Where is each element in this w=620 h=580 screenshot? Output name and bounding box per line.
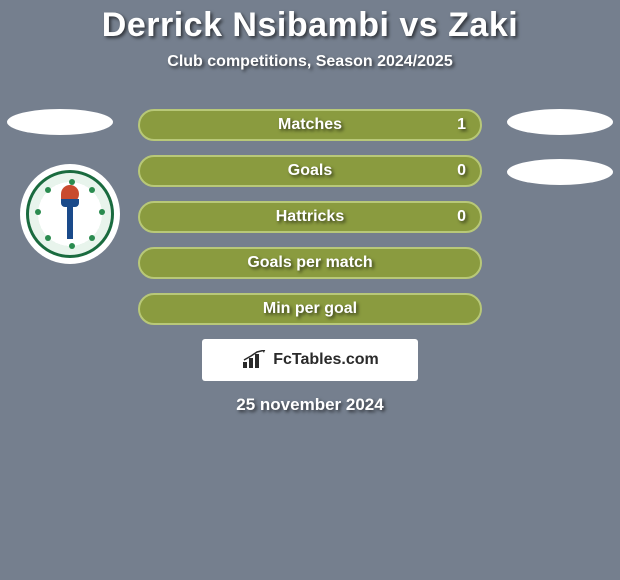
footer-brand-text: FcTables.com [273,351,379,369]
stat-label: Goals [288,162,332,180]
player2-photo-placeholder [507,109,613,135]
chart-icon [241,350,269,370]
stat-value: 0 [457,208,466,226]
stat-bar-matches: Matches 1 [138,109,482,141]
footer-brand-box: FcTables.com [202,339,418,381]
page-title: Derrick Nsibambi vs Zaki [0,0,620,45]
player1-club-badge [20,164,120,264]
subtitle: Club competitions, Season 2024/2025 [0,53,620,71]
stat-bar-hattricks: Hattricks 0 [138,201,482,233]
torch-icon [56,189,84,239]
player2-club-placeholder [507,159,613,185]
stat-bar-min-per-goal: Min per goal [138,293,482,325]
stat-bar-goals: Goals 0 [138,155,482,187]
stat-bar-goals-per-match: Goals per match [138,247,482,279]
badge-ring [26,170,114,258]
stat-bars: Matches 1 Goals 0 Hattricks 0 Goals per … [138,109,482,325]
comparison-content: Matches 1 Goals 0 Hattricks 0 Goals per … [0,109,620,415]
stat-label: Hattricks [276,208,344,226]
stat-label: Goals per match [247,254,372,272]
date-text: 25 november 2024 [0,395,620,415]
stat-label: Matches [278,116,342,134]
player1-photo-placeholder [7,109,113,135]
stat-value: 1 [457,116,466,134]
stat-value: 0 [457,162,466,180]
stat-label: Min per goal [263,300,357,318]
